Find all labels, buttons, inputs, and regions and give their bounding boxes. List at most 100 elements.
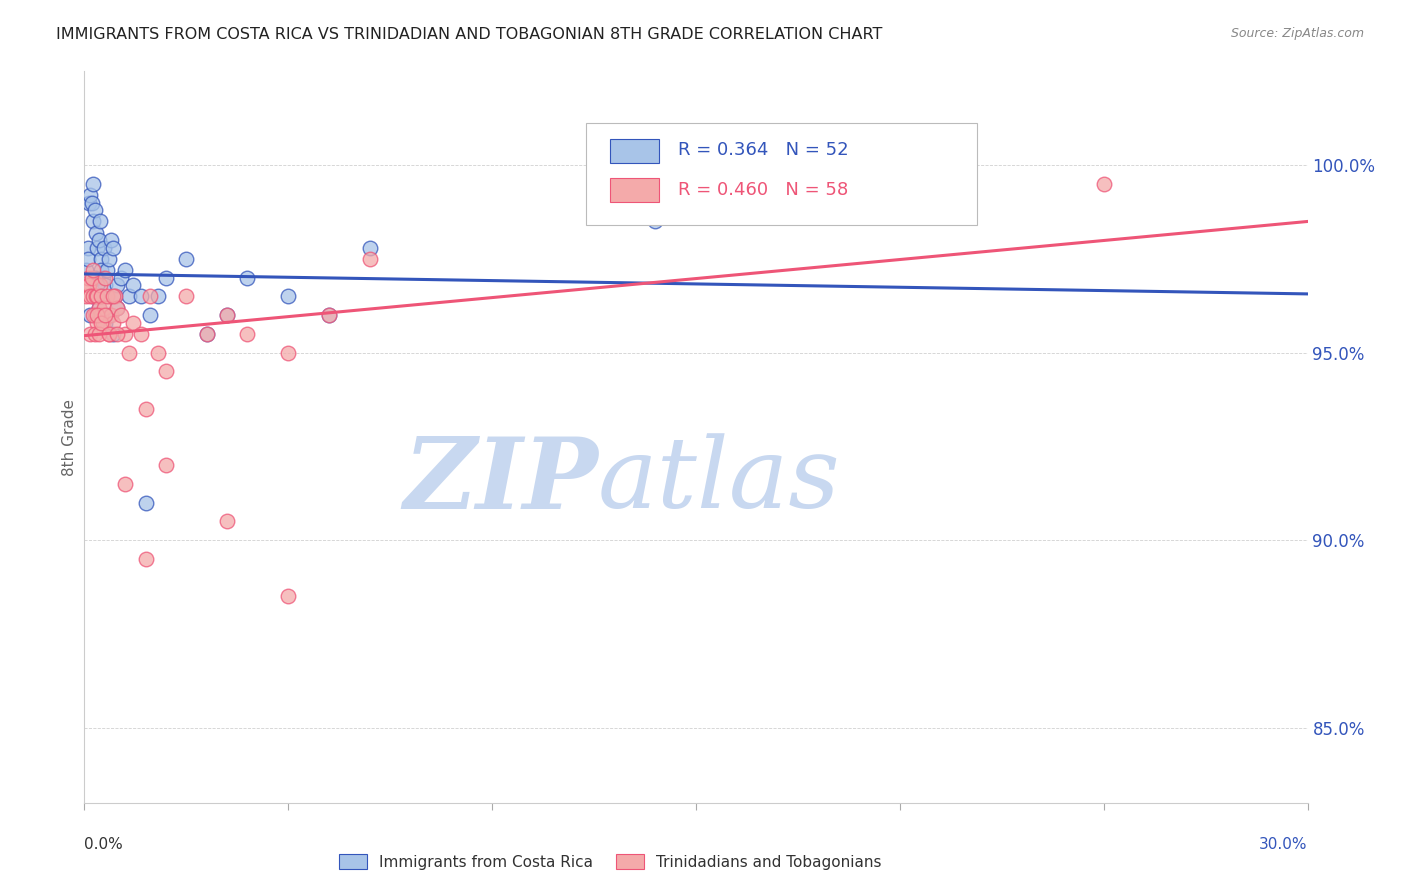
Text: IMMIGRANTS FROM COSTA RICA VS TRINIDADIAN AND TOBAGONIAN 8TH GRADE CORRELATION C: IMMIGRANTS FROM COSTA RICA VS TRINIDADIA… <box>56 27 883 42</box>
Point <box>277 345 299 359</box>
Point <box>277 289 299 303</box>
Bar <box>610 139 659 162</box>
Point <box>236 270 259 285</box>
Point <box>83 308 105 322</box>
Point <box>100 233 122 247</box>
Point <box>80 195 103 210</box>
Point <box>195 326 218 341</box>
Point <box>82 308 104 322</box>
Text: R = 0.460   N = 58: R = 0.460 N = 58 <box>678 181 848 199</box>
Point <box>105 326 128 341</box>
Point <box>110 270 132 285</box>
Point <box>86 278 108 293</box>
Point <box>104 289 127 303</box>
Point <box>122 316 145 330</box>
Point <box>87 301 110 315</box>
Point <box>82 289 104 303</box>
Point <box>105 278 128 293</box>
Point <box>93 241 115 255</box>
Point <box>80 270 103 285</box>
Point <box>89 214 111 228</box>
Point <box>93 308 115 322</box>
Point <box>87 326 110 341</box>
Point <box>82 263 104 277</box>
Point <box>89 278 111 293</box>
Point <box>90 289 112 303</box>
Point <box>131 326 153 341</box>
Point <box>766 195 789 210</box>
Point <box>77 195 100 210</box>
Point <box>1092 177 1115 191</box>
Point <box>122 278 145 293</box>
Point <box>101 289 124 303</box>
Point <box>79 308 101 322</box>
Point <box>86 270 108 285</box>
Point <box>90 263 112 277</box>
Point <box>86 316 108 330</box>
Point <box>146 289 169 303</box>
Point <box>90 252 112 266</box>
Point <box>83 270 105 285</box>
Point <box>75 289 97 303</box>
Point <box>82 214 104 228</box>
Point <box>110 308 132 322</box>
Point <box>96 289 118 303</box>
Point <box>359 252 381 266</box>
Text: Source: ZipAtlas.com: Source: ZipAtlas.com <box>1230 27 1364 40</box>
Text: 0.0%: 0.0% <box>84 837 124 852</box>
Legend: Immigrants from Costa Rica, Trinidadians and Tobagonians: Immigrants from Costa Rica, Trinidadians… <box>333 847 887 876</box>
Point <box>97 326 120 341</box>
Point <box>318 308 340 322</box>
Point <box>91 270 114 285</box>
Point <box>217 515 239 529</box>
Point <box>97 326 120 341</box>
Point <box>86 241 108 255</box>
Point <box>114 263 136 277</box>
Point <box>236 326 259 341</box>
Text: R = 0.364   N = 52: R = 0.364 N = 52 <box>678 141 848 160</box>
Point <box>100 308 122 322</box>
Point <box>138 289 160 303</box>
Point <box>96 263 118 277</box>
Point <box>217 308 239 322</box>
Point <box>318 308 340 322</box>
Point <box>79 289 101 303</box>
Point <box>83 203 105 218</box>
Point <box>104 289 127 303</box>
Bar <box>610 178 659 202</box>
Point <box>105 301 128 315</box>
Point <box>135 401 157 416</box>
Point <box>101 241 124 255</box>
Point <box>101 316 124 330</box>
Point <box>82 289 104 303</box>
Point <box>174 289 197 303</box>
Point <box>118 289 141 303</box>
Point <box>93 301 115 315</box>
Point <box>97 308 120 322</box>
Point <box>217 308 239 322</box>
Point <box>135 552 157 566</box>
Point <box>79 188 101 202</box>
Point <box>77 252 100 266</box>
Point <box>644 214 666 228</box>
Point <box>155 364 177 378</box>
Point <box>114 326 136 341</box>
Point <box>135 496 157 510</box>
Y-axis label: 8th Grade: 8th Grade <box>62 399 77 475</box>
Point <box>277 590 299 604</box>
Point <box>77 270 100 285</box>
Point <box>93 278 115 293</box>
Text: 30.0%: 30.0% <box>1260 837 1308 852</box>
Point <box>87 301 110 315</box>
Point <box>105 301 128 315</box>
Point <box>174 252 197 266</box>
Text: ZIP: ZIP <box>404 433 598 529</box>
Point <box>155 270 177 285</box>
FancyBboxPatch shape <box>586 122 977 225</box>
Point <box>79 326 101 341</box>
Point <box>146 345 169 359</box>
Point <box>93 316 115 330</box>
Text: atlas: atlas <box>598 434 841 529</box>
Point <box>93 270 115 285</box>
Point <box>77 278 100 293</box>
